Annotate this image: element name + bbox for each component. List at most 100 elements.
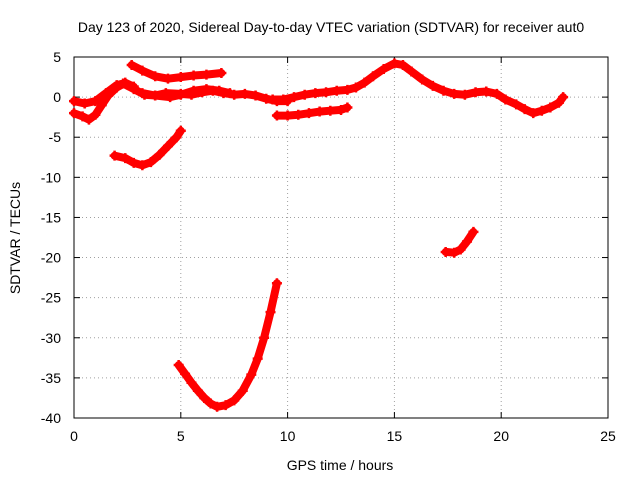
data-point-marker xyxy=(278,94,289,105)
data-point-marker xyxy=(462,236,473,247)
data-point-marker xyxy=(186,377,197,388)
plot-frame xyxy=(73,56,609,419)
data-point-marker xyxy=(511,99,522,110)
data-point-marker xyxy=(205,398,216,409)
data-point-marker xyxy=(246,369,257,380)
data-point-marker xyxy=(165,92,176,103)
data-point-marker xyxy=(331,85,342,96)
data-point-marker xyxy=(173,360,184,371)
data-point-marker xyxy=(459,89,470,100)
data-point-marker xyxy=(438,85,449,96)
data-point-marker xyxy=(303,108,314,119)
data-point-marker xyxy=(90,109,101,120)
data-point-marker xyxy=(120,77,131,88)
data-point-marker xyxy=(162,141,173,152)
y-tick-label: -10 xyxy=(41,169,61,185)
data-point-marker xyxy=(314,106,325,117)
data-point-marker xyxy=(528,108,539,119)
data-point-marker xyxy=(293,109,304,120)
series-arc-2 xyxy=(69,77,139,125)
y-tick-label: -40 xyxy=(41,410,61,426)
data-point-marker xyxy=(188,70,199,81)
data-point-marker xyxy=(350,82,361,93)
y-tick-label: -5 xyxy=(49,129,62,145)
data-point-marker xyxy=(252,353,263,364)
data-point-marker xyxy=(267,94,278,105)
data-point-marker xyxy=(175,125,186,136)
data-point-marker xyxy=(449,88,460,99)
data-point-marker xyxy=(171,132,182,143)
data-point-marker xyxy=(150,90,161,101)
data-point-marker xyxy=(96,100,107,111)
data-point-marker xyxy=(201,69,212,80)
y-axis-ticks: 5 0 -5 -10 -15 -20 -25 -30 -35 -40 xyxy=(41,49,608,426)
data-point-marker xyxy=(224,88,235,99)
data-point-marker xyxy=(321,87,332,98)
data-point-marker xyxy=(553,97,564,108)
data-point-marker xyxy=(440,246,451,257)
y-tick-label: -15 xyxy=(41,209,61,225)
data-point-marker xyxy=(199,392,210,403)
data-point-marker xyxy=(289,92,300,103)
series-trace xyxy=(174,279,281,411)
data-point-marker xyxy=(271,278,282,289)
y-tick-label: 0 xyxy=(53,89,61,105)
data-point-marker xyxy=(109,150,120,161)
data-point-marker xyxy=(389,58,400,69)
data-point-marker xyxy=(491,88,502,99)
data-point-marker xyxy=(536,105,547,116)
data-point-marker xyxy=(201,84,212,95)
x-tick-label: 5 xyxy=(177,428,185,444)
series-arc-5 xyxy=(267,58,569,119)
data-point-marker xyxy=(212,401,223,412)
data-point-marker xyxy=(239,88,250,99)
x-tick-label: 25 xyxy=(600,428,616,444)
data-series-layer xyxy=(69,58,569,412)
data-point-marker xyxy=(175,72,186,83)
data-point-marker xyxy=(162,73,173,84)
data-point-marker xyxy=(259,332,270,343)
data-point-marker xyxy=(310,88,321,99)
data-point-marker xyxy=(79,98,90,109)
data-point-marker xyxy=(359,77,370,88)
data-point-marker xyxy=(128,81,139,92)
data-point-marker xyxy=(470,87,481,98)
data-point-marker xyxy=(468,226,479,237)
data-point-marker xyxy=(250,90,261,101)
data-point-marker xyxy=(378,64,389,75)
series-arc-4 xyxy=(137,84,235,103)
data-point-marker xyxy=(368,71,379,82)
data-point-marker xyxy=(137,65,148,76)
x-axis-ticks: 0 5 10 15 20 25 xyxy=(70,57,616,444)
x-tick-label: 10 xyxy=(280,428,296,444)
data-point-marker xyxy=(154,149,165,160)
data-point-marker xyxy=(265,307,276,318)
series-arc-3 xyxy=(126,60,227,84)
x-tick-label: 20 xyxy=(493,428,509,444)
data-point-marker xyxy=(77,111,88,122)
y-tick-label: -30 xyxy=(41,330,61,346)
data-point-marker xyxy=(545,102,556,113)
y-tick-label: -25 xyxy=(41,290,61,306)
data-point-marker xyxy=(237,385,248,396)
data-point-marker xyxy=(175,89,186,100)
chart-title: Day 123 of 2020, Sidereal Day-to-day VTE… xyxy=(78,19,585,35)
x-tick-label: 0 xyxy=(70,428,78,444)
data-point-marker xyxy=(216,68,227,79)
data-point-marker xyxy=(449,247,460,258)
data-point-marker xyxy=(137,160,148,171)
data-point-marker xyxy=(128,157,139,168)
series-arc-7 xyxy=(109,125,186,171)
series-arc-6 xyxy=(271,102,353,121)
data-point-marker xyxy=(137,88,148,99)
data-point-marker xyxy=(103,90,114,101)
x-axis-label: GPS time / hours xyxy=(287,457,394,473)
data-point-marker xyxy=(325,105,336,116)
data-point-marker xyxy=(336,104,346,115)
data-point-marker xyxy=(69,108,79,119)
data-point-marker xyxy=(417,74,428,85)
data-point-marker xyxy=(406,66,417,77)
data-point-marker xyxy=(299,89,310,100)
x-tick-label: 15 xyxy=(387,428,403,444)
